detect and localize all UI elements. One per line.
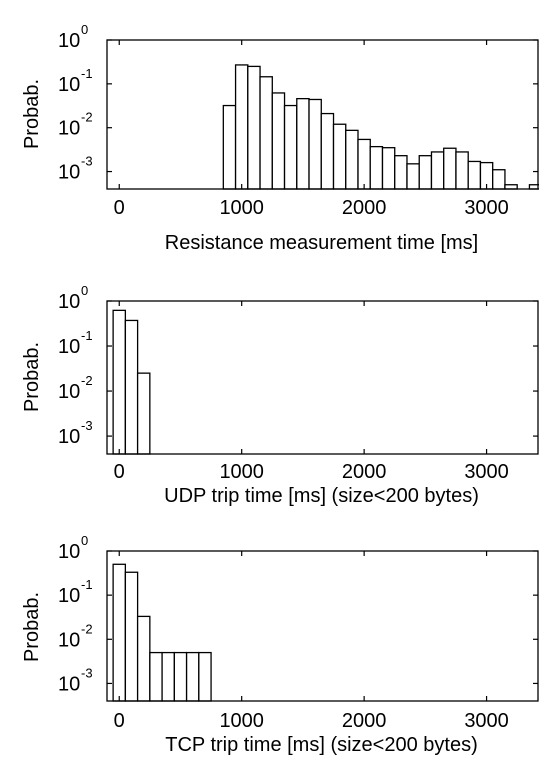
- histogram-bar: [124, 571, 139, 702]
- axes-frame: [106, 550, 539, 702]
- y-tick-exponent: -2: [81, 110, 93, 125]
- x-tick-label: 0: [114, 461, 125, 483]
- y-axis-label: Probab.: [21, 342, 43, 412]
- histogram-bar: [271, 92, 286, 190]
- histogram-bar: [112, 309, 127, 455]
- histogram-bar: [467, 160, 482, 190]
- y-tick-label: 10-2: [58, 373, 93, 403]
- histogram-bar: [455, 151, 469, 190]
- y-tick-label: 10-3: [58, 418, 93, 448]
- y-tick-label: 10-3: [58, 154, 93, 184]
- x-tick-label: 1000: [219, 710, 264, 732]
- y-tick-base: 10: [58, 30, 80, 52]
- histogram-bar: [259, 76, 273, 190]
- x-axis-label: UDP trip time [ms] (size<200 bytes): [164, 485, 479, 507]
- y-tick-base: 10: [58, 541, 80, 563]
- histogram-bar: [185, 651, 200, 702]
- histogram-bar: [332, 123, 347, 190]
- x-tick-label: 2000: [342, 710, 387, 732]
- histogram-bar: [492, 169, 506, 190]
- x-tick-label: 3000: [464, 197, 509, 219]
- y-tick-exponent: 0: [81, 22, 88, 37]
- y-tick-exponent: -1: [81, 66, 93, 81]
- y-tick-exponent: -3: [81, 665, 93, 680]
- histogram-bar: [381, 147, 396, 190]
- y-tick-exponent: -3: [81, 418, 93, 433]
- histogram-bar: [345, 129, 359, 190]
- histogram-bar: [161, 651, 175, 702]
- y-tick-label: 100: [58, 22, 88, 52]
- x-axis-label: Resistance measurement time [ms]: [165, 232, 478, 254]
- x-tick-label: 1000: [219, 197, 264, 219]
- histogram-bar: [234, 64, 249, 190]
- y-tick-label: 10-2: [58, 110, 93, 140]
- y-tick-base: 10: [58, 426, 80, 448]
- histogram-bar: [357, 138, 371, 190]
- histogram-bar: [418, 155, 433, 190]
- x-tick-label: 1000: [219, 461, 264, 483]
- histogram-bar: [149, 651, 163, 702]
- y-tick-exponent: -1: [81, 328, 93, 343]
- histogram-bar: [430, 151, 445, 190]
- axes-frame: [106, 39, 539, 190]
- y-tick-exponent: -2: [81, 621, 93, 636]
- histogram-bar: [136, 372, 151, 455]
- histogram-bar: [136, 615, 151, 702]
- y-tick-base: 10: [58, 291, 80, 313]
- y-tick-label: 10-3: [58, 665, 93, 695]
- y-tick-base: 10: [58, 629, 80, 651]
- x-axis-label: TCP trip time [ms] (size<200 bytes): [165, 734, 478, 756]
- y-tick-exponent: 0: [81, 283, 88, 298]
- y-tick-base: 10: [58, 162, 80, 184]
- histogram-bar: [296, 97, 310, 190]
- y-tick-base: 10: [58, 381, 80, 403]
- histogram-bar: [406, 163, 420, 190]
- y-axis-label: Probab.: [21, 592, 43, 662]
- y-tick-base: 10: [58, 118, 80, 140]
- y-tick-base: 10: [58, 336, 80, 358]
- y-tick-label: 10-1: [58, 328, 93, 358]
- x-tick-label: 3000: [464, 461, 509, 483]
- y-tick-base: 10: [58, 673, 80, 695]
- chart-panel-1: 0 1000 2000 300010010-110-210-3Probab.Resis…: [21, 22, 539, 254]
- axes-frame: [106, 300, 539, 455]
- y-axis-label: Probab.: [21, 79, 43, 149]
- histogram-bar: [308, 98, 322, 190]
- x-tick-label: 0: [114, 710, 125, 732]
- x-tick-label: 2000: [342, 461, 387, 483]
- histogram-bar: [173, 651, 188, 702]
- y-tick-label: 10-1: [58, 577, 93, 607]
- histogram-bar: [124, 319, 139, 455]
- y-tick-base: 10: [58, 74, 80, 96]
- y-tick-label: 100: [58, 283, 88, 313]
- y-tick-exponent: -3: [81, 154, 93, 169]
- y-tick-exponent: -2: [81, 373, 93, 388]
- histogram-bar: [283, 104, 298, 190]
- histogram-bar: [369, 145, 384, 190]
- y-tick-exponent: 0: [81, 533, 88, 548]
- x-tick-label: 2000: [342, 197, 387, 219]
- y-tick-label: 10-2: [58, 621, 93, 651]
- x-tick-label: 3000: [464, 710, 509, 732]
- histogram-bar: [320, 112, 335, 190]
- histogram-bar: [394, 155, 408, 190]
- y-tick-exponent: -1: [81, 577, 93, 592]
- histogram-bar: [112, 563, 127, 702]
- y-tick-label: 10-1: [58, 66, 93, 96]
- histogram-bar: [222, 104, 237, 190]
- y-tick-label: 100: [58, 533, 88, 563]
- histogram-bar: [247, 65, 261, 190]
- histogram-bar: [443, 147, 457, 190]
- histogram-bar: [198, 651, 212, 702]
- y-tick-base: 10: [58, 585, 80, 607]
- x-tick-label: 0: [114, 197, 125, 219]
